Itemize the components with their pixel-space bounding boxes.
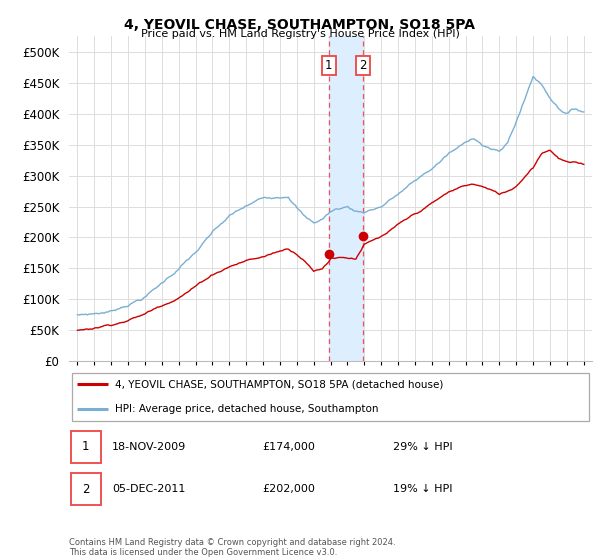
FancyBboxPatch shape	[71, 373, 589, 421]
Text: £202,000: £202,000	[263, 484, 316, 494]
Text: 1: 1	[82, 440, 89, 454]
Text: 4, YEOVIL CHASE, SOUTHAMPTON, SO18 5PA: 4, YEOVIL CHASE, SOUTHAMPTON, SO18 5PA	[125, 18, 476, 32]
Bar	[329, 36, 363, 361]
Text: Price paid vs. HM Land Registry's House Price Index (HPI): Price paid vs. HM Land Registry's House …	[140, 29, 460, 39]
Text: HPI: Average price, detached house, Southampton: HPI: Average price, detached house, Sout…	[115, 404, 379, 414]
Text: 4, YEOVIL CHASE, SOUTHAMPTON, SO18 5PA (detached house): 4, YEOVIL CHASE, SOUTHAMPTON, SO18 5PA (…	[115, 379, 443, 389]
FancyBboxPatch shape	[71, 431, 101, 463]
FancyBboxPatch shape	[71, 473, 101, 506]
Text: 29% ↓ HPI: 29% ↓ HPI	[394, 442, 453, 452]
Text: 2: 2	[82, 483, 89, 496]
Text: 05-DEC-2011: 05-DEC-2011	[112, 484, 185, 494]
Text: 19% ↓ HPI: 19% ↓ HPI	[394, 484, 453, 494]
Text: 2: 2	[359, 59, 367, 72]
Text: 1: 1	[325, 59, 332, 72]
Text: £174,000: £174,000	[263, 442, 316, 452]
Text: Contains HM Land Registry data © Crown copyright and database right 2024.
This d: Contains HM Land Registry data © Crown c…	[69, 538, 395, 557]
Text: 18-NOV-2009: 18-NOV-2009	[112, 442, 186, 452]
